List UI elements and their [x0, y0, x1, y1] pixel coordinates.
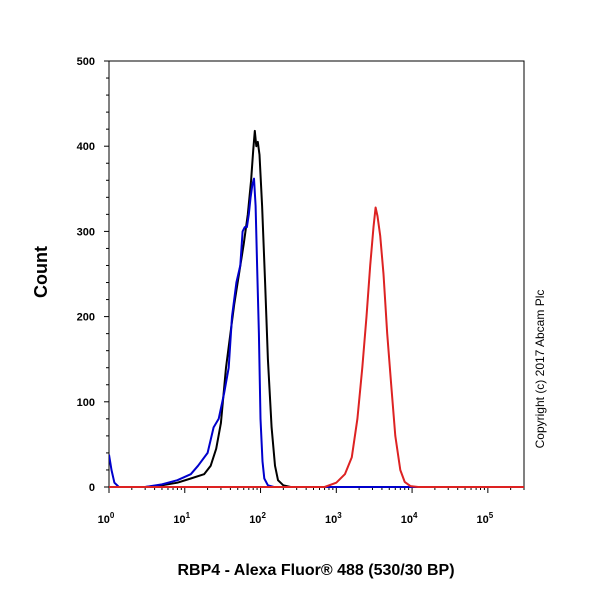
x-tick-label: 105: [476, 511, 493, 526]
series-line-2: [109, 177, 524, 488]
x-tick-label: 102: [249, 511, 266, 526]
copyright-watermark: Copyright (c) 2017 Abcam Plc: [533, 290, 547, 449]
series-line-1: [109, 129, 524, 488]
series-line-3: [109, 206, 524, 488]
y-tick-label: 0: [89, 482, 95, 494]
y-tick-label: 500: [77, 56, 95, 68]
y-tick-label: 400: [77, 141, 95, 153]
y-tick-label: 100: [77, 397, 95, 409]
x-tick-label: 103: [325, 511, 342, 526]
x-tick-label: 101: [173, 511, 190, 526]
x-tick-label: 104: [401, 511, 418, 526]
plot-area: 0 100 200 300 400 500 100 101 102 103 104 105: [77, 56, 525, 526]
plot-frame: [108, 60, 525, 488]
y-tick-label: 200: [77, 312, 95, 324]
y-tick-label: 300: [77, 226, 95, 238]
x-tick-label: 100: [98, 511, 115, 526]
x-axis-title: RBP4 - Alexa Fluor® 488 (530/30 BP): [177, 562, 454, 579]
y-axis-title: Count: [31, 246, 51, 298]
